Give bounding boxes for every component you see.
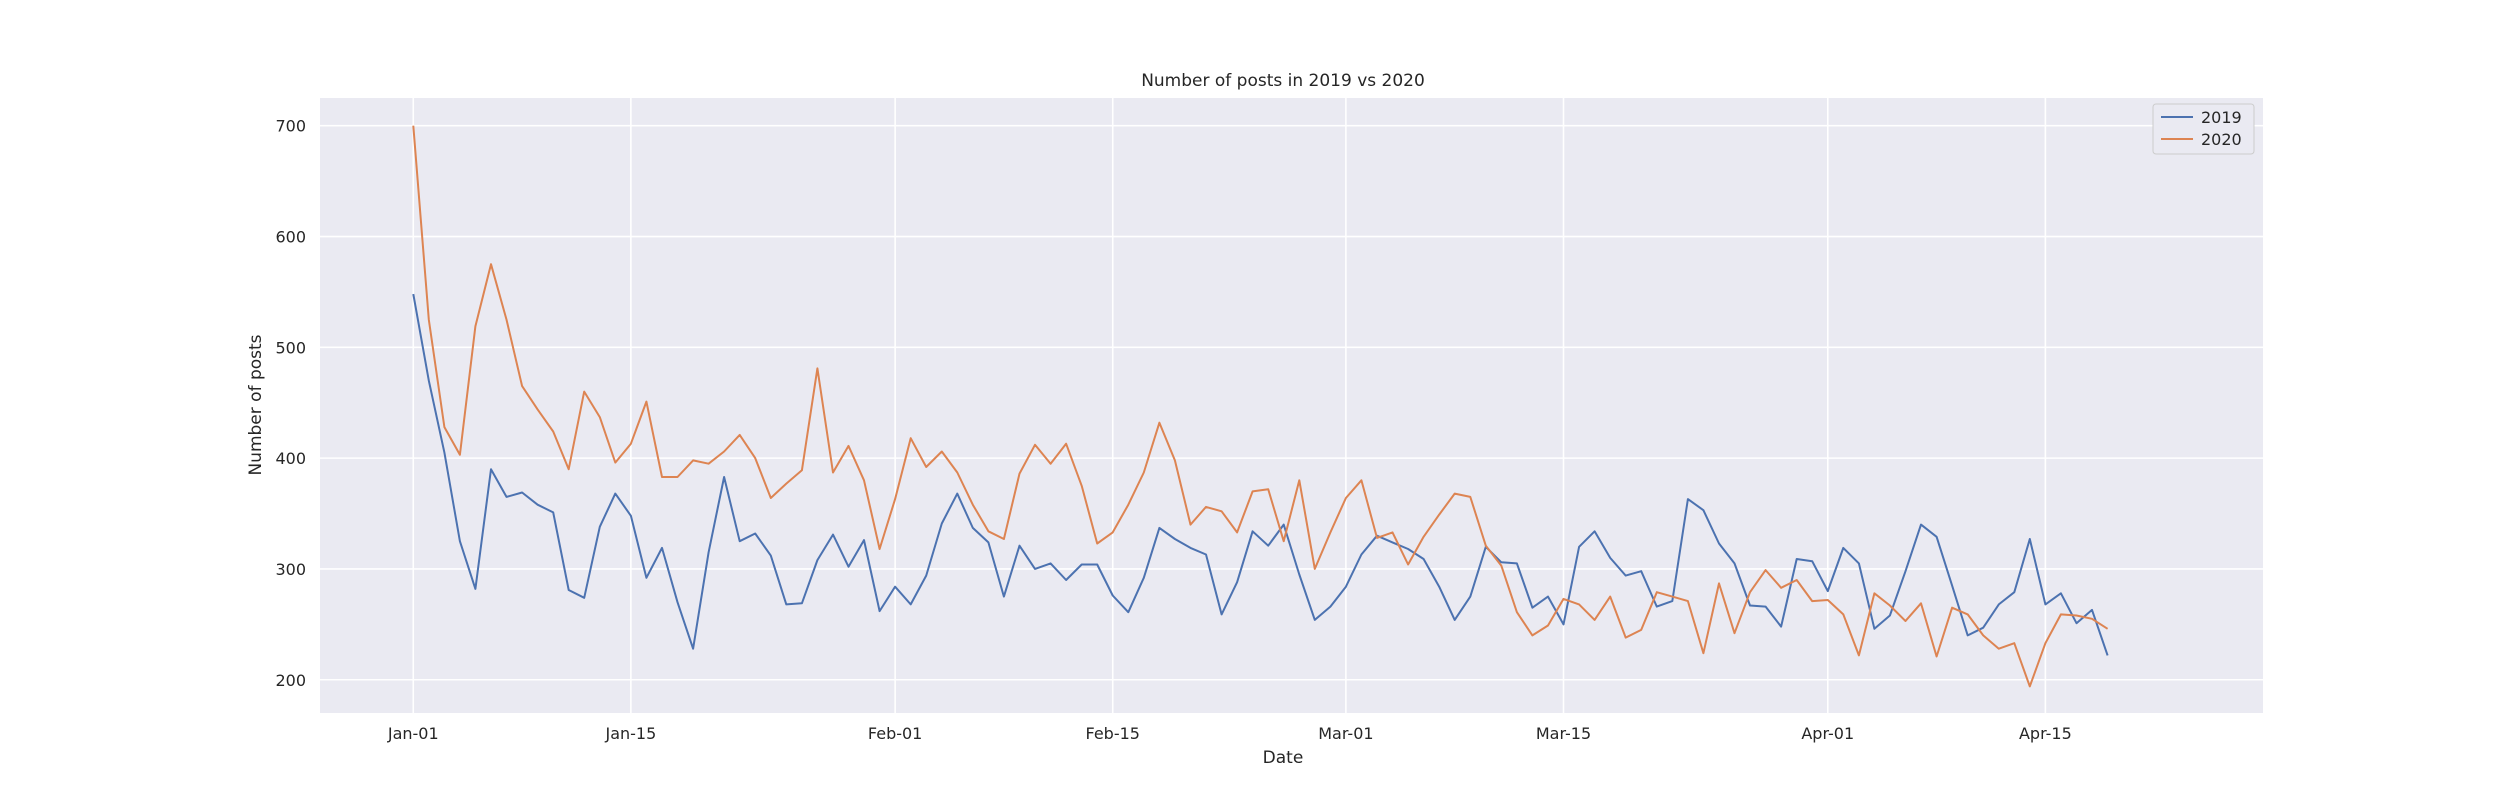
x-axis-label: Date	[1263, 748, 1304, 768]
x-tick-label: Feb-01	[868, 724, 922, 743]
x-tick-label: Mar-15	[1536, 724, 1591, 743]
y-tick-label: 600	[275, 228, 306, 247]
legend-label-2020: 2020	[2201, 130, 2242, 149]
series-line-2019	[412, 293, 2109, 656]
y-tick-label: 200	[275, 671, 306, 690]
chart-title: Number of posts in 2019 vs 2020	[1141, 71, 1425, 91]
axis-ticks: 200 300 400 500 600 700 Jan-01 Jan-15 Feb-01 Feb-…	[275, 117, 2071, 743]
x-tick-label: Apr-15	[2019, 724, 2072, 743]
x-tick-label: Feb-15	[1086, 724, 1140, 743]
y-tick-label: 700	[275, 117, 306, 136]
y-axis-label: Number of posts	[246, 334, 266, 475]
y-tick-label: 300	[275, 560, 306, 579]
grid-lines	[320, 98, 2263, 713]
x-tick-label: Mar-01	[1318, 724, 1373, 743]
plot-background	[320, 98, 2263, 713]
legend-label-2019: 2019	[2201, 108, 2242, 127]
series-lines	[412, 125, 2109, 688]
y-tick-label: 500	[275, 338, 306, 357]
y-tick-label: 400	[275, 449, 306, 468]
series-line-2020	[412, 125, 2109, 688]
legend: 2019 2020	[2152, 103, 2255, 155]
x-tick-label: Jan-15	[604, 724, 656, 743]
x-tick-label: Apr-01	[1801, 724, 1854, 743]
x-tick-label: Jan-01	[387, 724, 439, 743]
